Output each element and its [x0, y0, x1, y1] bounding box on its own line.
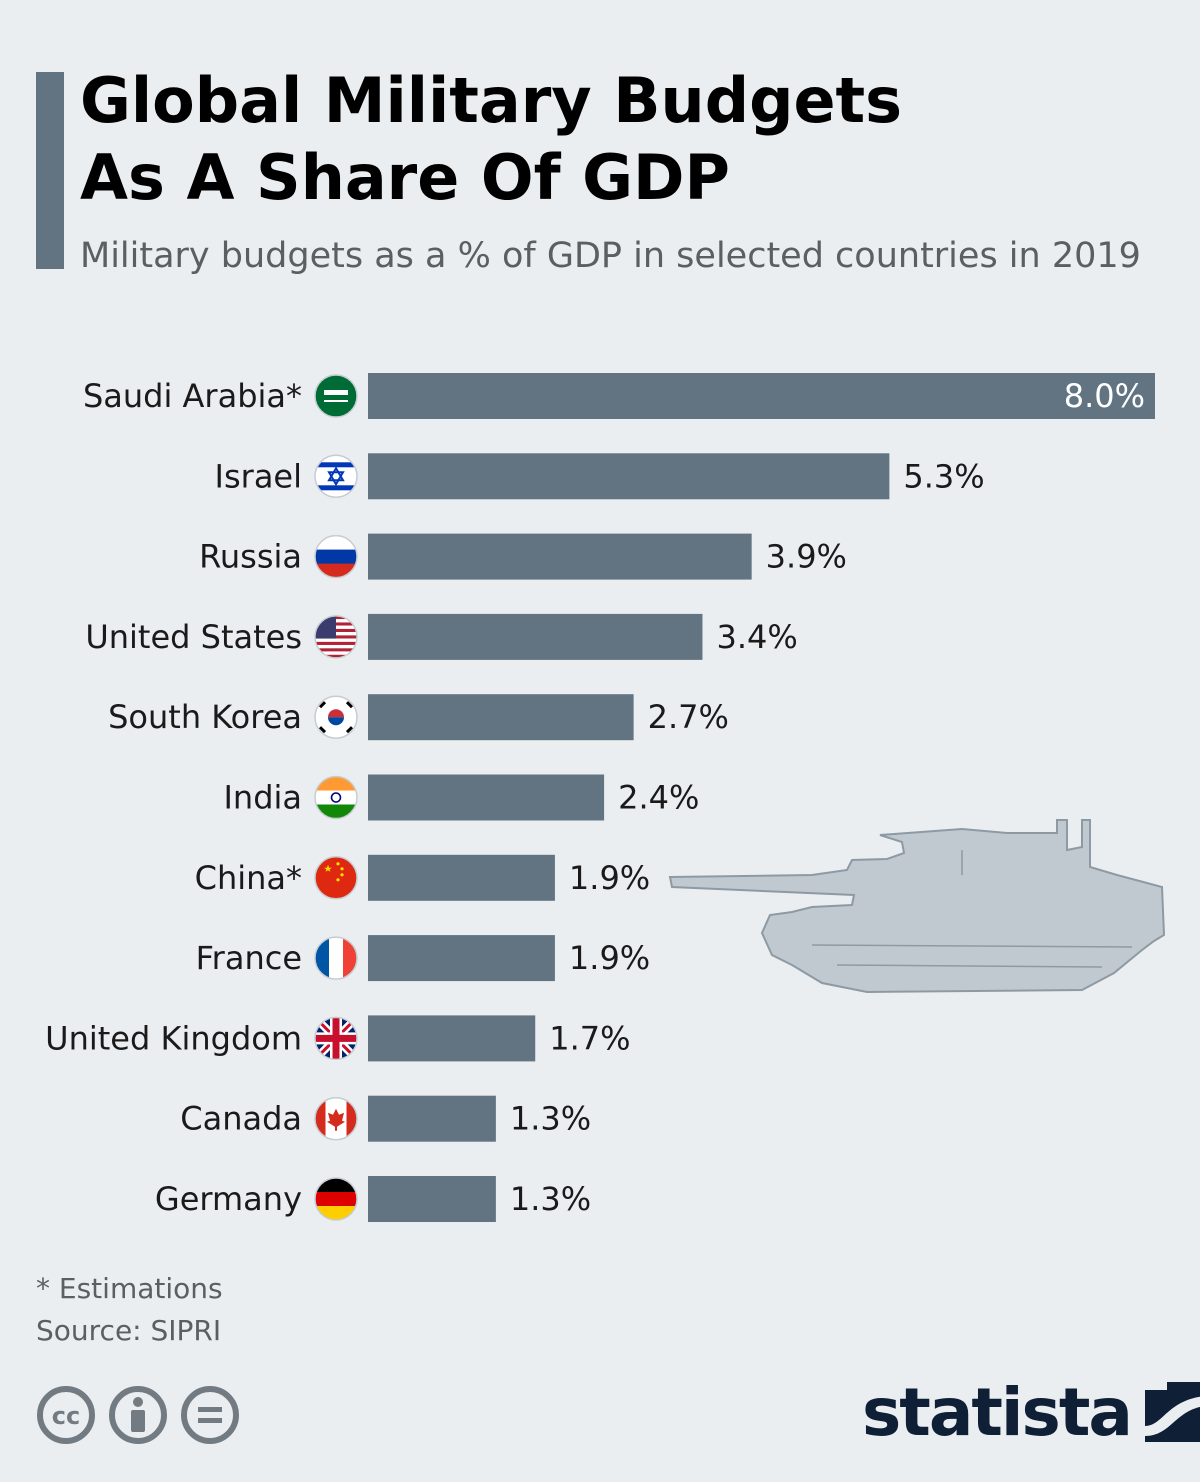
- data-label: 5.3%: [903, 457, 984, 495]
- data-label: 8.0%: [1064, 377, 1145, 415]
- china-flag-icon: [314, 856, 358, 900]
- category-label: Canada: [180, 1100, 302, 1138]
- statista-logo[interactable]: statista: [862, 1372, 1200, 1452]
- bar: [368, 854, 555, 901]
- category-label: Germany: [155, 1180, 302, 1218]
- bar: [368, 453, 890, 500]
- canada-flag-icon: [314, 1096, 358, 1141]
- india-flag-icon: [314, 775, 358, 820]
- title-accent-bar: [36, 72, 64, 269]
- category-label: India: [223, 779, 302, 817]
- united-states-flag-icon: [314, 615, 358, 659]
- license-icons: cc: [37, 1386, 239, 1444]
- data-label: 2.7%: [648, 698, 729, 736]
- svg-text:cc: cc: [52, 1402, 80, 1430]
- data-label: 1.3%: [510, 1180, 591, 1218]
- category-label: Russia: [199, 538, 302, 576]
- data-label: 1.9%: [569, 859, 650, 897]
- france-flag-icon: [314, 936, 358, 980]
- category-label: France: [196, 939, 302, 977]
- data-label: 3.4%: [716, 618, 797, 656]
- germany-flag-icon: [314, 1177, 358, 1221]
- bar: [368, 1095, 496, 1142]
- chart-title: Global Military Budgets As A Share Of GD…: [80, 64, 903, 214]
- bar: [368, 373, 1155, 419]
- no-derivatives-icon[interactable]: [181, 1386, 239, 1444]
- source-note: Source: SIPRI: [36, 1314, 222, 1347]
- bar: [368, 774, 605, 821]
- category-label: China*: [195, 859, 302, 897]
- category-label: South Korea: [108, 698, 302, 736]
- bar: [368, 1015, 536, 1062]
- united-kingdom-flag-icon: [314, 1016, 358, 1061]
- data-label: 3.9%: [766, 538, 847, 576]
- footnote: * Estimations: [36, 1272, 223, 1305]
- russia-flag-icon: [314, 534, 358, 579]
- south-korea-flag-icon: [314, 695, 358, 739]
- data-label: 1.3%: [510, 1100, 591, 1138]
- data-label: 2.4%: [618, 779, 699, 817]
- cc-icon[interactable]: cc: [37, 1386, 95, 1444]
- category-label: United States: [85, 618, 302, 656]
- bar: [368, 533, 752, 580]
- bar: [368, 613, 703, 660]
- statista-mark-icon: [1144, 1382, 1200, 1442]
- attribution-icon[interactable]: [109, 1386, 167, 1444]
- bar: [368, 935, 555, 982]
- data-label: 1.7%: [549, 1019, 630, 1057]
- data-label: 1.9%: [569, 939, 650, 977]
- bar: [368, 694, 634, 741]
- category-label: Saudi Arabia*: [83, 377, 302, 415]
- saudi-arabia-flag-icon: [314, 374, 358, 418]
- category-label: United Kingdom: [45, 1019, 302, 1057]
- bar: [368, 1176, 496, 1222]
- tank-illustration-icon: [668, 819, 1166, 994]
- chart-subtitle: Military budgets as a % of GDP in select…: [80, 236, 1141, 276]
- brand-wordmark: statista: [862, 1373, 1133, 1451]
- israel-flag-icon: [314, 454, 358, 499]
- bar-chart: Saudi Arabia* 8.0% Israel 5.3% Russia 3.9% Uni…: [45, 373, 1155, 1222]
- category-label: Israel: [215, 457, 302, 495]
